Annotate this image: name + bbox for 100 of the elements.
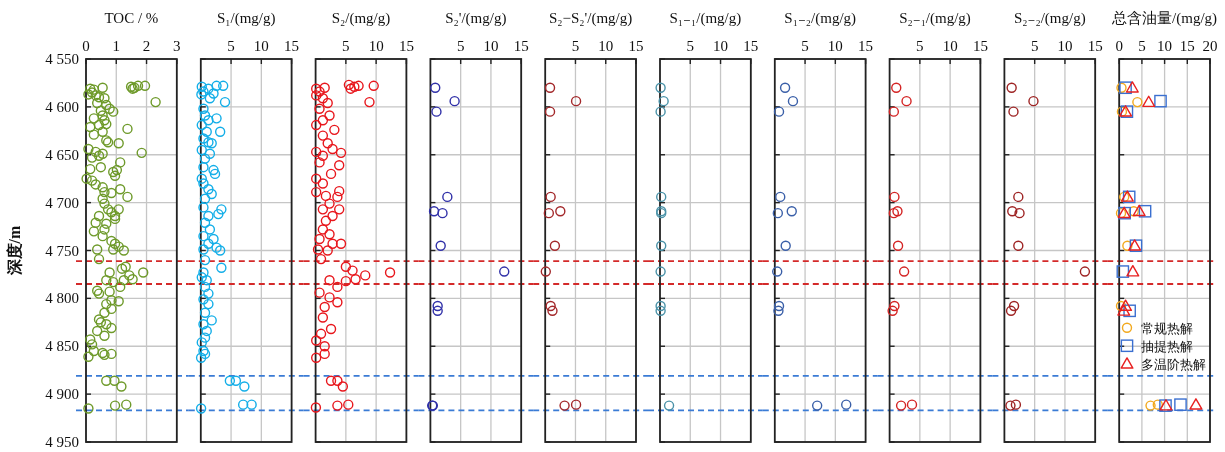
x-tick-label: 10 — [1157, 38, 1173, 54]
point — [1154, 94, 1167, 108]
point — [898, 266, 910, 277]
point — [887, 305, 898, 317]
point — [570, 399, 582, 410]
point — [888, 106, 900, 117]
point — [1132, 204, 1146, 217]
legend-label: 多温阶热解 — [1141, 356, 1206, 372]
y-tick-label: 4 550 — [45, 51, 79, 67]
point — [775, 191, 786, 203]
y-tick-label: 4 650 — [45, 146, 79, 163]
point — [773, 106, 785, 117]
x-tick-label: 5 — [227, 38, 235, 54]
point — [570, 95, 582, 107]
x-tick-label: 15 — [1179, 38, 1195, 54]
chart-title: S₂/(mg/g) — [331, 10, 391, 27]
x-tick-label: 10 — [942, 38, 958, 54]
y-tick-label: 4 700 — [45, 194, 79, 211]
point — [906, 399, 918, 410]
point — [895, 400, 907, 411]
point — [1010, 399, 1022, 410]
point — [1117, 304, 1131, 316]
point — [786, 206, 797, 217]
point — [1013, 191, 1024, 203]
x-tick-label: 10 — [483, 38, 499, 54]
point — [545, 191, 556, 203]
point — [1013, 240, 1024, 251]
point — [1122, 240, 1133, 251]
x-tick-label: 0 — [82, 38, 90, 54]
point — [773, 300, 785, 312]
x-tick-label: 15 — [1087, 38, 1103, 54]
y-tick-label: 4 800 — [45, 290, 79, 307]
point — [1079, 266, 1091, 277]
point — [1116, 82, 1127, 93]
point — [1008, 300, 1020, 312]
chart-title: TOC / % — [104, 10, 159, 26]
point — [1116, 106, 1128, 117]
point — [435, 240, 446, 251]
point — [1174, 398, 1187, 411]
point — [655, 82, 666, 93]
point — [892, 240, 904, 251]
point — [1005, 305, 1017, 317]
x-tick-label: 0 — [1115, 38, 1123, 54]
x-tick-label: 15 — [513, 38, 529, 54]
point — [555, 206, 566, 217]
point — [547, 305, 558, 317]
point — [559, 400, 570, 411]
chart-title: S₁₋₁/(mg/g) — [669, 10, 742, 27]
point — [1189, 398, 1203, 410]
x-tick-label: 15 — [858, 38, 874, 54]
x-tick-label: 2 — [142, 38, 151, 54]
x-tick-label: 5 — [1030, 38, 1039, 54]
x-tick-label: 5 — [456, 38, 465, 54]
point — [901, 95, 912, 107]
point — [811, 400, 823, 411]
chart-title: S₂₋₂/(mg/g) — [1013, 10, 1086, 27]
point — [888, 207, 900, 219]
x-tick-label: 10 — [1057, 38, 1073, 54]
point — [1008, 106, 1019, 117]
x-tick-label: 10 — [598, 38, 614, 54]
point — [787, 95, 799, 107]
point — [442, 191, 453, 203]
x-tick-label: 5 — [571, 38, 580, 54]
point — [545, 300, 556, 312]
point — [841, 399, 852, 410]
point — [544, 82, 556, 93]
y-tick-label: 4 950 — [45, 434, 79, 450]
point — [499, 266, 510, 277]
point — [891, 82, 902, 93]
point — [1116, 265, 1130, 278]
x-tick-label: 3 — [173, 38, 181, 54]
point — [1142, 95, 1156, 108]
point — [772, 207, 784, 219]
x-tick-label: 10 — [368, 38, 384, 54]
point — [663, 400, 675, 411]
chart-title: S₁/(mg/g) — [216, 10, 276, 27]
point — [431, 106, 442, 117]
point — [1126, 265, 1140, 277]
point — [780, 240, 791, 251]
x-tick-label: 15 — [398, 38, 414, 54]
point — [1125, 81, 1139, 93]
legend-label: 抽提热解 — [1141, 338, 1193, 354]
point — [1138, 204, 1152, 218]
point — [1005, 400, 1016, 411]
x-tick-label: 1 — [112, 38, 121, 54]
point — [1123, 304, 1136, 318]
point — [1132, 96, 1143, 108]
y-tick-label: 4 600 — [45, 98, 79, 115]
point — [656, 240, 667, 251]
x-tick-label: 15 — [972, 38, 988, 54]
y-axis-title: 深度/m — [5, 224, 23, 277]
point — [1145, 400, 1156, 411]
chart-title: S₁₋₂/(mg/g) — [784, 10, 857, 27]
point — [656, 191, 667, 203]
point — [1014, 207, 1025, 219]
point — [543, 207, 555, 219]
point — [1119, 299, 1133, 312]
chart-title: S₂'/(mg/g) — [445, 10, 507, 27]
point — [1006, 82, 1017, 93]
point — [540, 266, 551, 277]
